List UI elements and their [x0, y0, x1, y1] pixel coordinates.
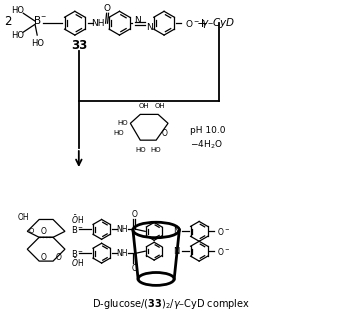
Text: HO: HO: [135, 147, 145, 153]
Text: HO: HO: [11, 6, 24, 15]
Text: OH: OH: [17, 213, 29, 222]
Text: D-glucose/($\mathbf{33}$)$_2$/$\gamma$–CyD complex: D-glucose/($\mathbf{33}$)$_2$/$\gamma$–C…: [92, 297, 250, 311]
Text: 2: 2: [4, 15, 11, 28]
Text: 33: 33: [71, 38, 87, 52]
Text: O: O: [56, 252, 62, 262]
Text: OH: OH: [139, 103, 150, 109]
Text: O: O: [40, 252, 46, 262]
Text: HO: HO: [114, 130, 125, 136]
Text: O: O: [131, 210, 137, 219]
Text: $-$4H$_2$O: $-$4H$_2$O: [190, 139, 223, 151]
Text: B$^-$: B$^-$: [71, 224, 84, 235]
Text: B: B: [34, 16, 41, 26]
Text: NH: NH: [117, 249, 128, 258]
Text: N: N: [174, 227, 180, 236]
Text: O$^-$: O$^-$: [217, 226, 230, 237]
Text: pH 10.0: pH 10.0: [190, 126, 225, 135]
Text: $\bar{O}$H: $\bar{O}$H: [71, 257, 84, 269]
Text: $\bar{O}$H: $\bar{O}$H: [71, 213, 84, 226]
Text: O$^-$: O$^-$: [217, 246, 230, 257]
Text: NH: NH: [117, 225, 128, 234]
Text: HO: HO: [31, 38, 44, 47]
Text: $\gamma$–CyD: $\gamma$–CyD: [201, 16, 236, 30]
Text: NH: NH: [91, 19, 104, 28]
Text: HO: HO: [11, 31, 24, 40]
Text: HO: HO: [151, 147, 162, 153]
Text: OH: OH: [155, 103, 165, 109]
Text: O: O: [103, 4, 110, 13]
Text: O: O: [131, 264, 137, 273]
Text: O: O: [28, 228, 34, 234]
Text: +: +: [196, 17, 207, 30]
Text: N: N: [134, 16, 141, 25]
Text: O: O: [40, 227, 46, 236]
Text: HO: HO: [118, 120, 128, 126]
Text: N: N: [146, 23, 153, 32]
Text: $^-$: $^-$: [39, 13, 47, 22]
Text: B$^-$: B$^-$: [71, 248, 84, 259]
Text: N: N: [174, 247, 180, 256]
Text: O: O: [162, 129, 168, 138]
Text: O$^-$: O$^-$: [185, 18, 200, 29]
